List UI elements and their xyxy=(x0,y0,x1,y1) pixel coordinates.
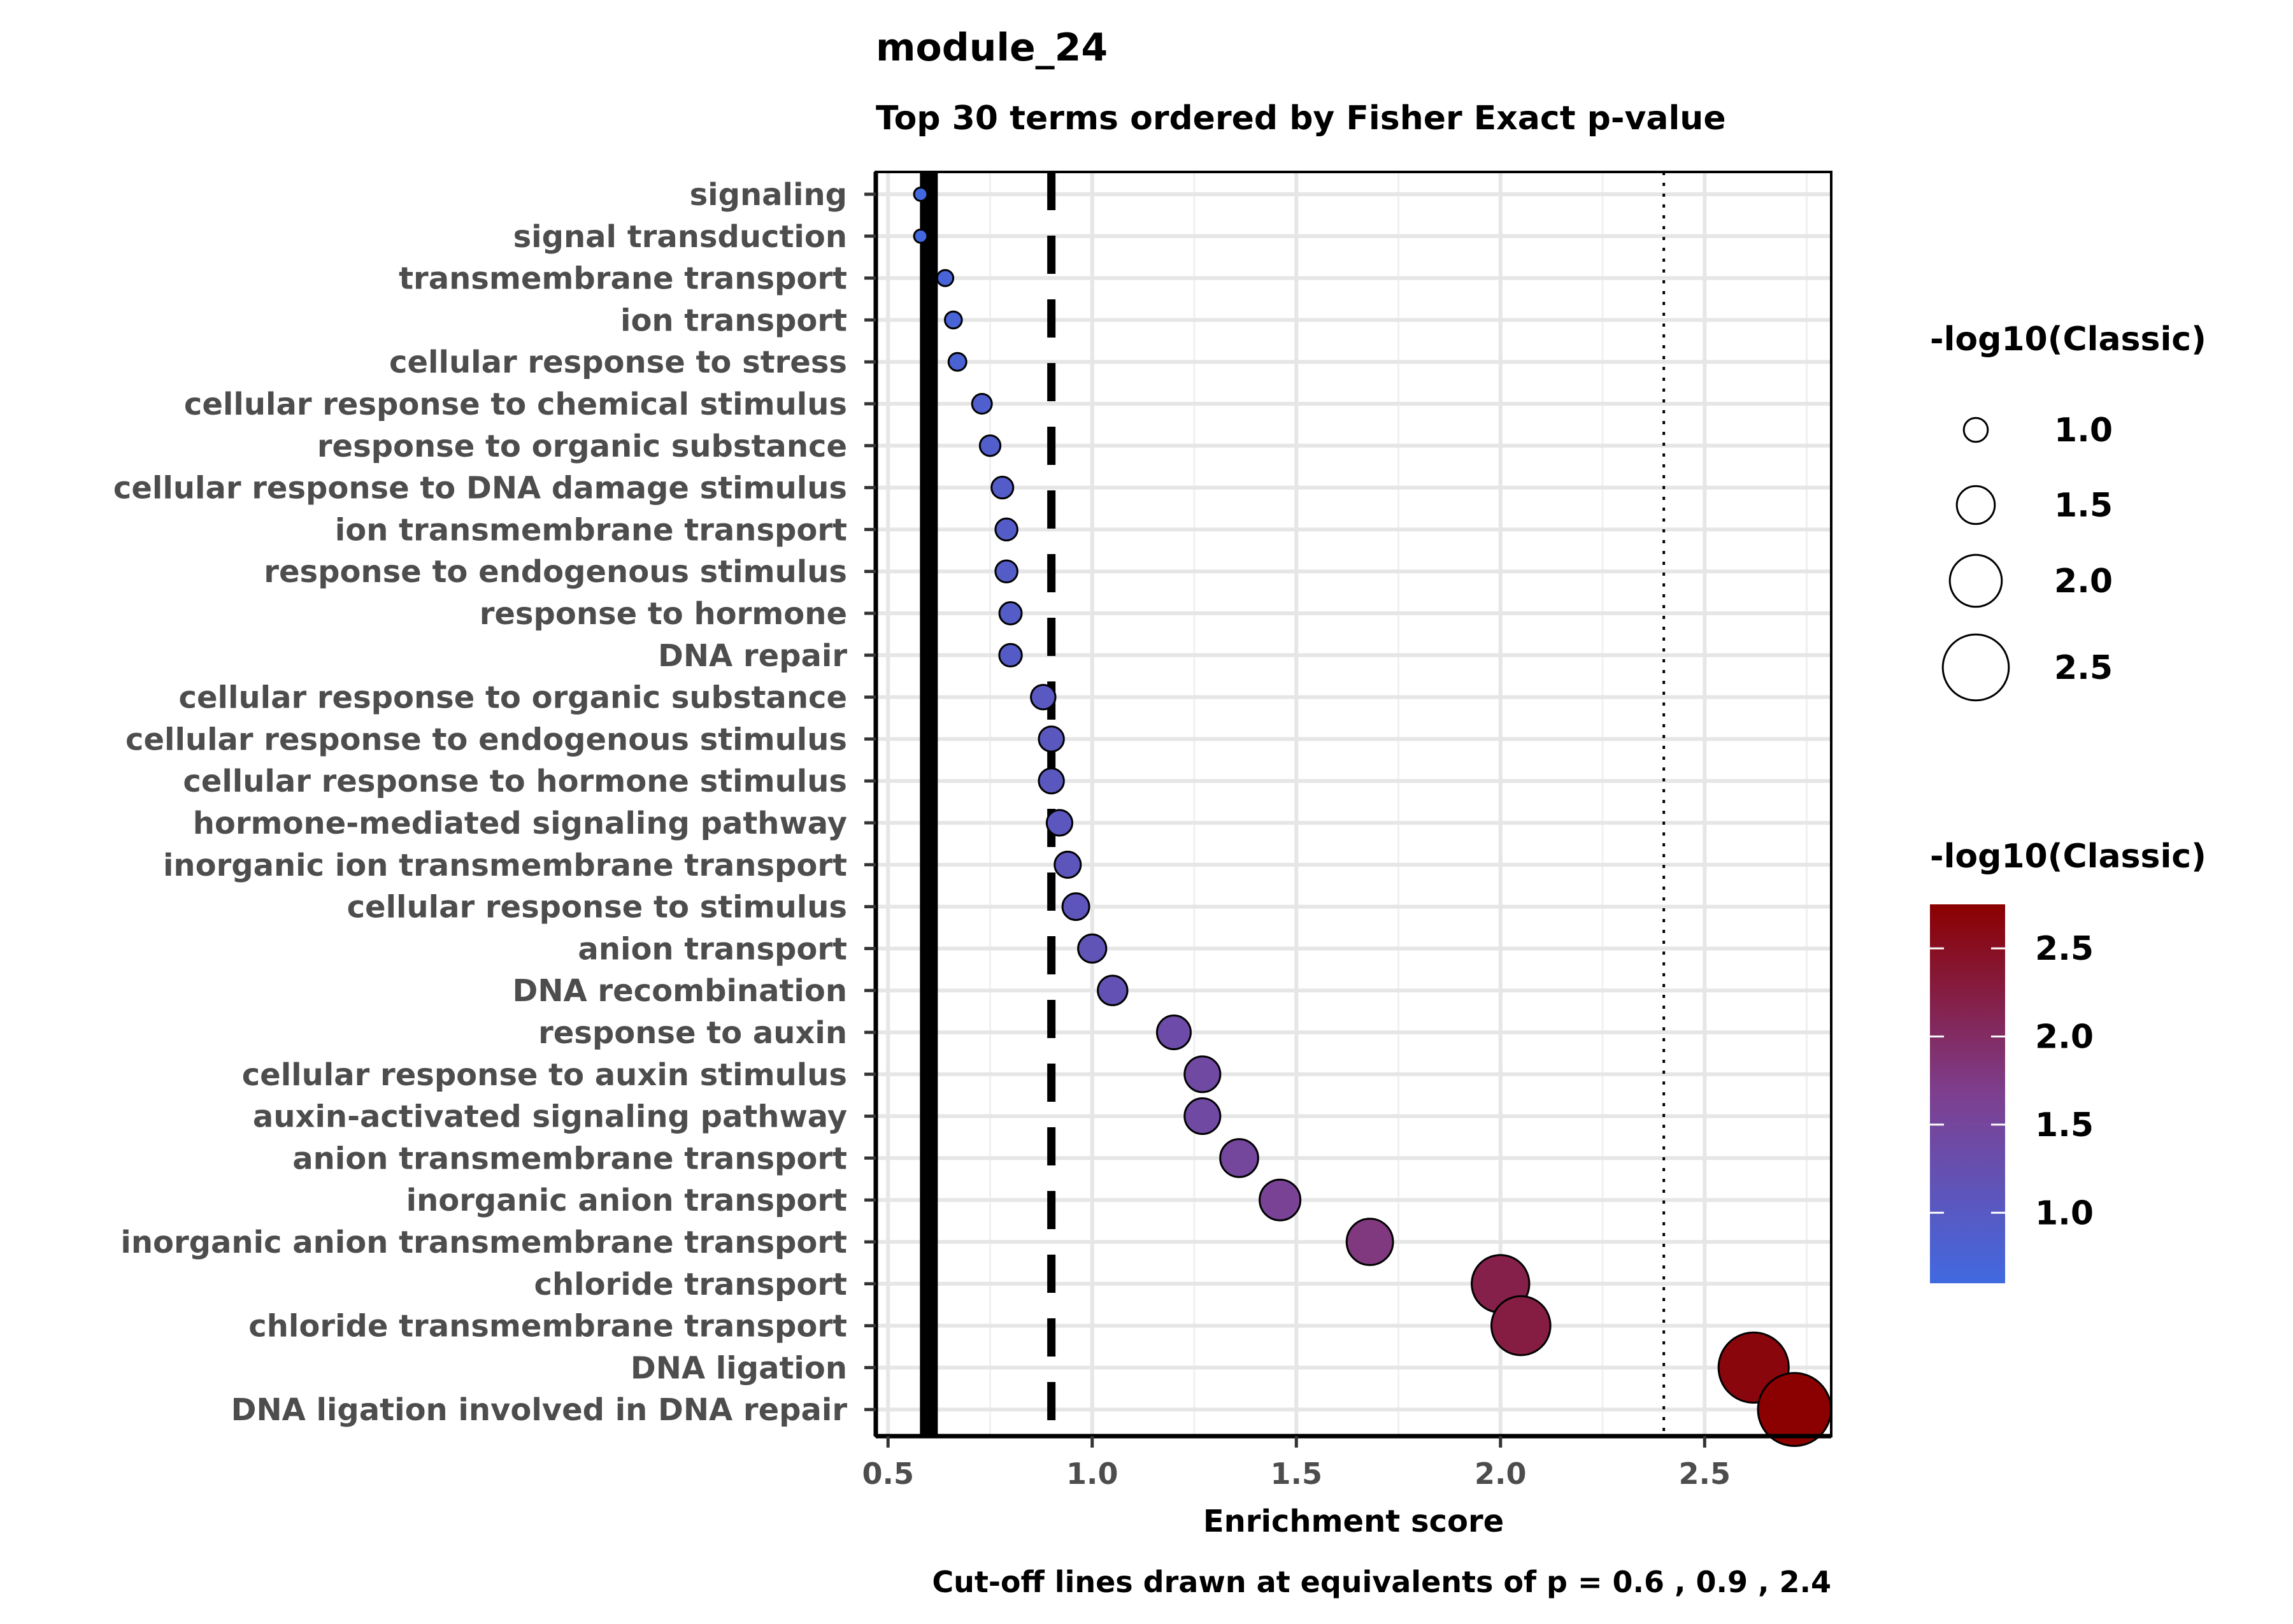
data-point xyxy=(978,434,1002,457)
y-tick-label: hormone-mediated signaling pathway xyxy=(193,806,847,841)
colorbar-tick-label: 1.0 xyxy=(2035,1194,2094,1232)
size-legend-label: 1.0 xyxy=(2054,411,2113,450)
x-tick-label: 1.5 xyxy=(1271,1457,1323,1491)
y-tick-label: cellular response to stimulus xyxy=(347,890,847,925)
data-point xyxy=(1490,1295,1552,1357)
data-point xyxy=(1183,1097,1222,1136)
size-legend-key xyxy=(1955,485,1996,525)
x-tick-label: 2.5 xyxy=(1679,1457,1731,1491)
y-tick-label: inorganic ion transmembrane transport xyxy=(163,848,847,883)
data-point xyxy=(971,393,993,415)
size-legend-key xyxy=(1948,553,2003,608)
size-legend-key xyxy=(1941,633,2010,702)
chart-subtitle: Top 30 terms ordered by Fisher Exact p-v… xyxy=(876,99,1726,138)
data-point xyxy=(913,187,929,202)
x-tick-label: 1.0 xyxy=(1066,1457,1118,1491)
x-tick-label: 0.5 xyxy=(862,1457,914,1491)
y-tick-label: inorganic anion transmembrane transport xyxy=(120,1225,847,1260)
size-legend-label: 1.5 xyxy=(2054,487,2113,525)
x-tick-label: 2.0 xyxy=(1475,1457,1527,1491)
x-axis-title: Enrichment score xyxy=(1203,1504,1504,1539)
data-point xyxy=(913,228,929,244)
data-point xyxy=(1259,1178,1302,1222)
y-tick-label: signaling xyxy=(690,177,847,213)
y-tick-label: response to endogenous stimulus xyxy=(264,554,847,590)
y-tick-label: DNA recombination xyxy=(513,973,847,1009)
grid-layer xyxy=(876,172,1831,1436)
size-legend-label: 2.0 xyxy=(2054,562,2113,601)
colorbar-tick-label: 1.5 xyxy=(2035,1106,2094,1144)
data-point xyxy=(990,476,1015,500)
y-tick-label: ion transport xyxy=(620,303,847,338)
y-tick-label: cellular response to chemical stimulus xyxy=(184,387,847,422)
y-tick-label: anion transport xyxy=(578,931,847,967)
size-legend-label: 2.5 xyxy=(2054,649,2113,687)
data-point xyxy=(994,559,1018,583)
y-tick-label: cellular response to DNA damage stimulus xyxy=(113,471,847,506)
data-point xyxy=(936,269,955,287)
y-tick-label: transmembrane transport xyxy=(399,261,847,297)
y-tick-label: DNA repair xyxy=(658,638,847,674)
data-point xyxy=(1054,850,1082,879)
data-point xyxy=(1097,974,1129,1006)
size-legend: 1.0 1.5 2.0 2.5 xyxy=(1941,411,2113,702)
x-axis-ticks: 0.5 1.0 1.5 2.0 2.5 xyxy=(862,1436,1731,1491)
y-tick-label: cellular response to stress xyxy=(389,345,847,380)
data-point xyxy=(1155,1015,1192,1050)
y-axis-labels: signaling signal transduction transmembran… xyxy=(113,177,876,1428)
y-tick-label: response to organic substance xyxy=(317,429,847,464)
data-point xyxy=(1061,892,1090,922)
data-point xyxy=(1045,809,1074,837)
y-tick-label: cellular response to organic substance xyxy=(179,680,847,716)
data-point xyxy=(1038,725,1065,753)
colorbar-ticks: 1.0 1.5 2.0 2.5 xyxy=(1930,930,2094,1232)
y-tick-label: anion transmembrane transport xyxy=(292,1141,847,1176)
y-tick-label: DNA ligation involved in DNA repair xyxy=(231,1392,848,1428)
y-tick-label: response to auxin xyxy=(538,1015,847,1051)
colorbar-tick-label: 2.5 xyxy=(2035,930,2094,968)
data-point xyxy=(1077,933,1108,964)
data-point xyxy=(947,352,968,372)
chart-caption: Cut-off lines drawn at equivalents of p … xyxy=(932,1565,1831,1599)
y-tick-label: cellular response to endogenous stimulus xyxy=(125,722,847,757)
y-tick-label: signal transduction xyxy=(513,219,847,255)
data-point xyxy=(998,601,1023,625)
data-point xyxy=(943,310,963,330)
data-point xyxy=(1183,1055,1222,1093)
data-point xyxy=(1038,767,1065,795)
size-legend-key xyxy=(1962,417,1989,443)
chart-title: module_24 xyxy=(876,25,1108,70)
y-tick-label: DNA ligation xyxy=(631,1350,847,1386)
y-tick-label: cellular response to auxin stimulus xyxy=(242,1057,847,1093)
color-legend-title: -log10(Classic) xyxy=(1930,837,2206,876)
colorbar xyxy=(1930,904,2005,1283)
y-tick-label: cellular response to hormone stimulus xyxy=(183,764,847,799)
cutoff-lines xyxy=(920,172,1666,1436)
y-tick-label: chloride transmembrane transport xyxy=(248,1309,847,1344)
data-point xyxy=(1030,683,1057,711)
data-points xyxy=(913,187,1832,1447)
data-point xyxy=(994,517,1018,542)
y-tick-label: chloride transport xyxy=(534,1267,847,1302)
y-tick-label: ion transmembrane transport xyxy=(335,512,847,548)
y-tick-label: response to hormone xyxy=(480,596,847,632)
y-tick-label: auxin-activated signaling pathway xyxy=(253,1099,847,1135)
data-point xyxy=(1345,1218,1394,1266)
size-legend-title: -log10(Classic) xyxy=(1930,320,2206,359)
data-point xyxy=(998,643,1023,668)
y-tick-label: inorganic anion transport xyxy=(406,1183,847,1218)
data-point xyxy=(1219,1138,1259,1178)
colorbar-tick-label: 2.0 xyxy=(2035,1018,2094,1057)
